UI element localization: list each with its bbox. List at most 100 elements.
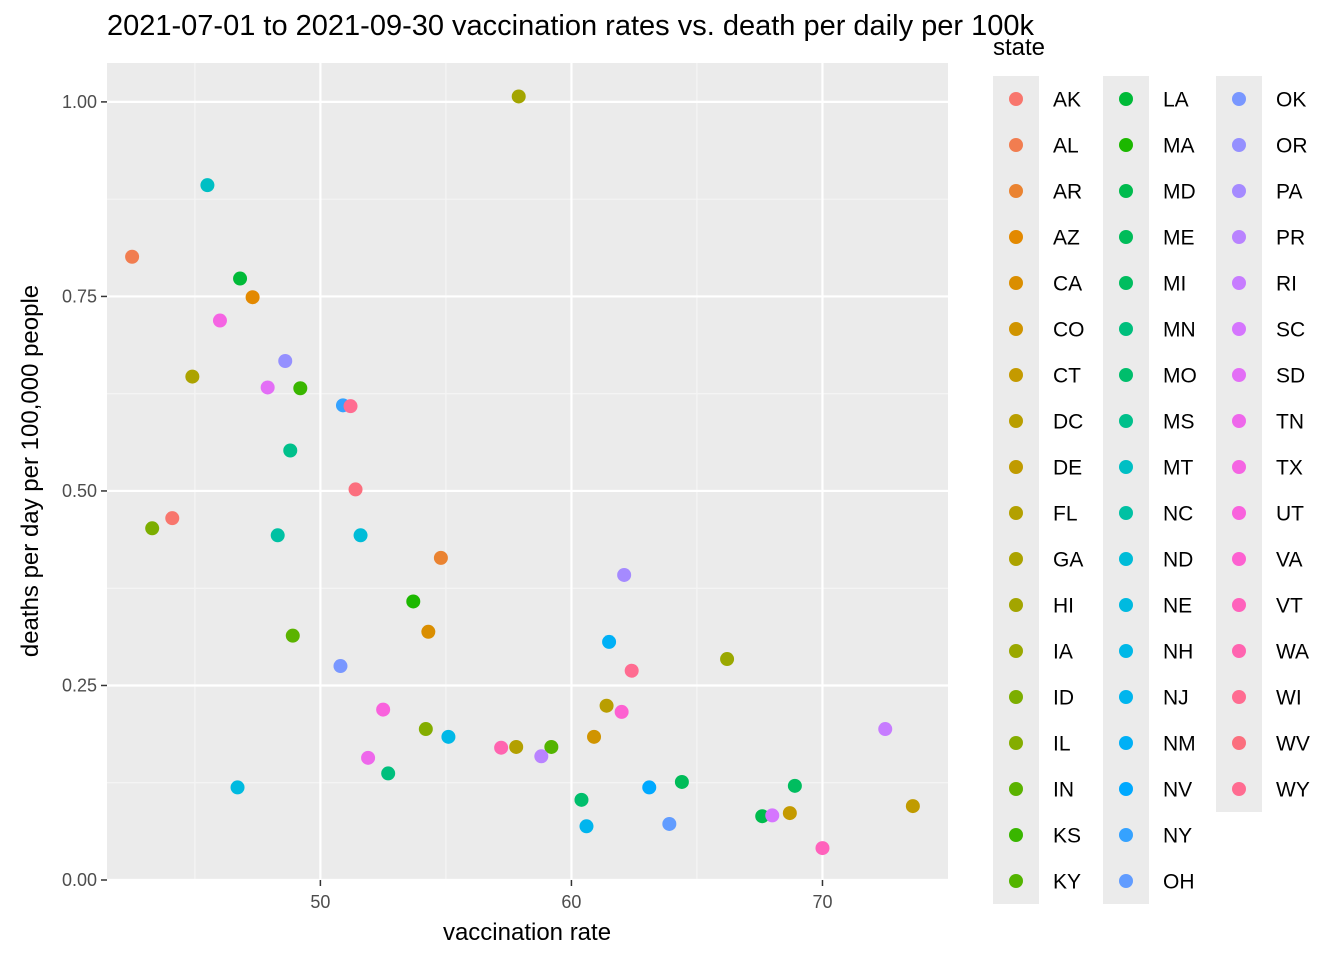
- data-point-ct: [782, 806, 797, 821]
- data-point-nd: [353, 528, 368, 543]
- data-point-il: [418, 722, 433, 737]
- legend-label-ca: CA: [1053, 273, 1082, 296]
- legend-key-il: [1009, 736, 1023, 750]
- data-point-oh: [662, 816, 677, 831]
- legend-label-vt: VT: [1276, 595, 1303, 618]
- legend-key-wi: [1232, 690, 1246, 704]
- legend-label-va: VA: [1276, 549, 1302, 572]
- legend-key-sd: [1232, 368, 1246, 382]
- legend-label-me: ME: [1163, 227, 1195, 250]
- data-point-sd: [260, 380, 275, 395]
- data-point-ga: [185, 369, 200, 384]
- legend-label-ny: NY: [1163, 825, 1192, 848]
- x-tick-label: 60: [561, 892, 581, 912]
- legend-key-or: [1232, 138, 1246, 152]
- legend-key-ri: [1232, 276, 1246, 290]
- legend-label-mn: MN: [1163, 319, 1196, 342]
- legend-label-mo: MO: [1163, 365, 1197, 388]
- data-point-md: [755, 809, 770, 824]
- legend-key-pa: [1232, 184, 1246, 198]
- data-point-wv: [348, 482, 363, 497]
- x-axis-title: vaccination rate: [443, 919, 611, 946]
- legend-label-md: MD: [1163, 181, 1196, 204]
- legend-label-oh: OH: [1163, 871, 1195, 894]
- legend-key-ar: [1009, 184, 1023, 198]
- data-point-la: [233, 271, 248, 286]
- data-point-nc: [270, 528, 285, 543]
- legend-label-ky: KY: [1053, 871, 1081, 894]
- legend-label-nj: NJ: [1163, 687, 1189, 710]
- legend-key-nd: [1119, 552, 1133, 566]
- legend-label-pa: PA: [1276, 181, 1302, 204]
- data-point-ak: [165, 511, 180, 526]
- data-point-nj: [579, 819, 594, 834]
- data-point-mn: [381, 766, 396, 781]
- legend-key-column: [1216, 76, 1262, 812]
- legend-key-in: [1009, 782, 1023, 796]
- y-axis-title: deaths per day per 100,000 people: [17, 285, 44, 657]
- legend-label-nh: NH: [1163, 641, 1193, 664]
- legend-label-mt: MT: [1163, 457, 1193, 480]
- legend-label-az: AZ: [1053, 227, 1080, 250]
- legend-label-ut: UT: [1276, 503, 1304, 526]
- data-point-mi: [787, 778, 802, 793]
- legend-key-nj: [1119, 690, 1133, 704]
- data-point-ar: [433, 550, 448, 565]
- legend-key-hi: [1009, 598, 1023, 612]
- y-tick-label: 0.25: [62, 675, 97, 695]
- chart-title: 2021-07-01 to 2021-09-30 vaccination rat…: [107, 10, 1034, 42]
- legend-label-nv: NV: [1163, 779, 1192, 802]
- data-points: [125, 89, 920, 856]
- data-point-sc: [765, 808, 780, 823]
- legend-label-nc: NC: [1163, 503, 1193, 526]
- data-point-tx: [212, 313, 227, 328]
- legend-label-dc: DC: [1053, 411, 1083, 434]
- legend-label-co: CO: [1053, 319, 1085, 342]
- legend-key-tx: [1232, 460, 1246, 474]
- legend-label-wi: WI: [1276, 687, 1302, 710]
- legend-label-wv: WV: [1276, 733, 1310, 756]
- data-point-nv: [642, 780, 657, 795]
- legend-key-ca: [1009, 276, 1023, 290]
- data-point-ca: [421, 624, 436, 639]
- legend-key-ok: [1232, 92, 1246, 106]
- data-point-hi: [511, 89, 526, 104]
- legend-label-ia: IA: [1053, 641, 1073, 664]
- legend-key-de: [1009, 460, 1023, 474]
- data-point-ri: [878, 722, 893, 737]
- x-tick-label: 70: [812, 892, 832, 912]
- legend-key-ky: [1009, 874, 1023, 888]
- data-point-ok: [333, 659, 348, 674]
- legend-label-ar: AR: [1053, 181, 1082, 204]
- legend-label-ga: GA: [1053, 549, 1083, 572]
- data-point-ut: [376, 702, 391, 717]
- minor-gridlines: [107, 63, 948, 880]
- legend-key-ne: [1119, 598, 1133, 612]
- data-point-az: [245, 290, 260, 305]
- data-point-ia: [720, 652, 735, 667]
- legend-label-de: DE: [1053, 457, 1082, 480]
- legend-key-ia: [1009, 644, 1023, 658]
- data-point-nh: [441, 729, 456, 744]
- legend-label-ak: AK: [1053, 89, 1081, 112]
- data-point-tn: [361, 750, 376, 765]
- legend-key-md: [1119, 184, 1133, 198]
- legend-key-wa: [1232, 644, 1246, 658]
- x-tick-label: 50: [310, 892, 330, 912]
- data-point-ms: [283, 443, 298, 458]
- data-point-id: [145, 521, 160, 536]
- data-point-vt: [815, 841, 830, 856]
- legend-label-la: LA: [1163, 89, 1189, 112]
- legend-key-vt: [1232, 598, 1246, 612]
- legend-label-ok: OK: [1276, 89, 1306, 112]
- legend-label-il: IL: [1053, 733, 1071, 756]
- data-point-ky: [544, 739, 559, 754]
- legend-key-sc: [1232, 322, 1246, 336]
- legend-key-nh: [1119, 644, 1133, 658]
- data-point-al: [125, 249, 140, 264]
- legend-key-wv: [1232, 736, 1246, 750]
- data-point-dc: [599, 698, 614, 713]
- legend-key-ms: [1119, 414, 1133, 428]
- legend-key-va: [1232, 552, 1246, 566]
